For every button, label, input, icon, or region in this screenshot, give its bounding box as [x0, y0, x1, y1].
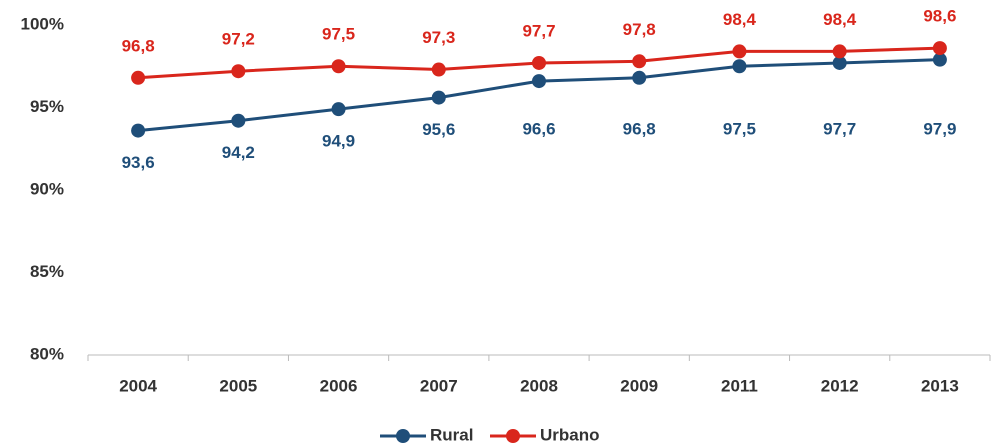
y-tick-label: 85%	[30, 262, 64, 281]
point	[431, 62, 446, 77]
point	[231, 64, 246, 79]
y-tick-label: 90%	[30, 179, 64, 198]
x-tick-label: 2013	[921, 376, 959, 395]
y-tick-label: 80%	[30, 344, 64, 363]
x-tick-label: 2007	[420, 376, 458, 395]
data-label: 97,5	[322, 25, 355, 44]
data-label: 97,3	[422, 28, 455, 47]
point	[932, 41, 947, 56]
point	[932, 52, 947, 67]
point	[331, 102, 346, 117]
data-label: 97,8	[623, 20, 656, 39]
point	[832, 44, 847, 59]
data-label: 97,9	[923, 119, 956, 138]
data-label: 97,5	[723, 119, 756, 138]
x-tick-label: 2008	[520, 376, 558, 395]
x-tick-label: 2005	[219, 376, 257, 395]
point	[131, 123, 146, 138]
x-tick-label: 2006	[320, 376, 358, 395]
data-label: 94,9	[322, 132, 355, 151]
data-label: 96,8	[122, 36, 155, 55]
legend-marker	[396, 429, 410, 443]
legend-label: Rural	[430, 425, 473, 444]
data-label: 95,6	[422, 120, 455, 139]
data-label: 97,7	[522, 21, 555, 40]
point	[532, 74, 546, 89]
point	[231, 113, 246, 128]
data-label: 94,2	[222, 143, 255, 162]
data-label: 96,6	[522, 119, 555, 138]
data-label: 97,2	[222, 30, 255, 49]
legend-marker	[506, 429, 520, 443]
point	[632, 70, 647, 85]
x-tick-label: 2011	[721, 376, 758, 395]
point	[131, 70, 146, 85]
point	[632, 54, 647, 69]
point	[331, 59, 346, 74]
data-label: 98,6	[923, 7, 956, 26]
data-label: 97,7	[823, 119, 856, 138]
point	[532, 55, 546, 70]
point	[732, 44, 747, 59]
x-tick-label: 2004	[119, 376, 157, 395]
point	[732, 59, 747, 74]
point	[431, 90, 446, 105]
data-label: 98,4	[823, 10, 857, 29]
data-label: 98,4	[723, 10, 757, 29]
x-tick-label: 2009	[620, 376, 658, 395]
point	[832, 55, 847, 70]
legend-label: Urbano	[540, 425, 600, 444]
y-tick-label: 100%	[21, 14, 64, 33]
data-label: 93,6	[122, 153, 155, 172]
x-tick-label: 2012	[821, 376, 859, 395]
y-tick-label: 95%	[30, 97, 64, 116]
data-label: 96,8	[623, 119, 656, 138]
